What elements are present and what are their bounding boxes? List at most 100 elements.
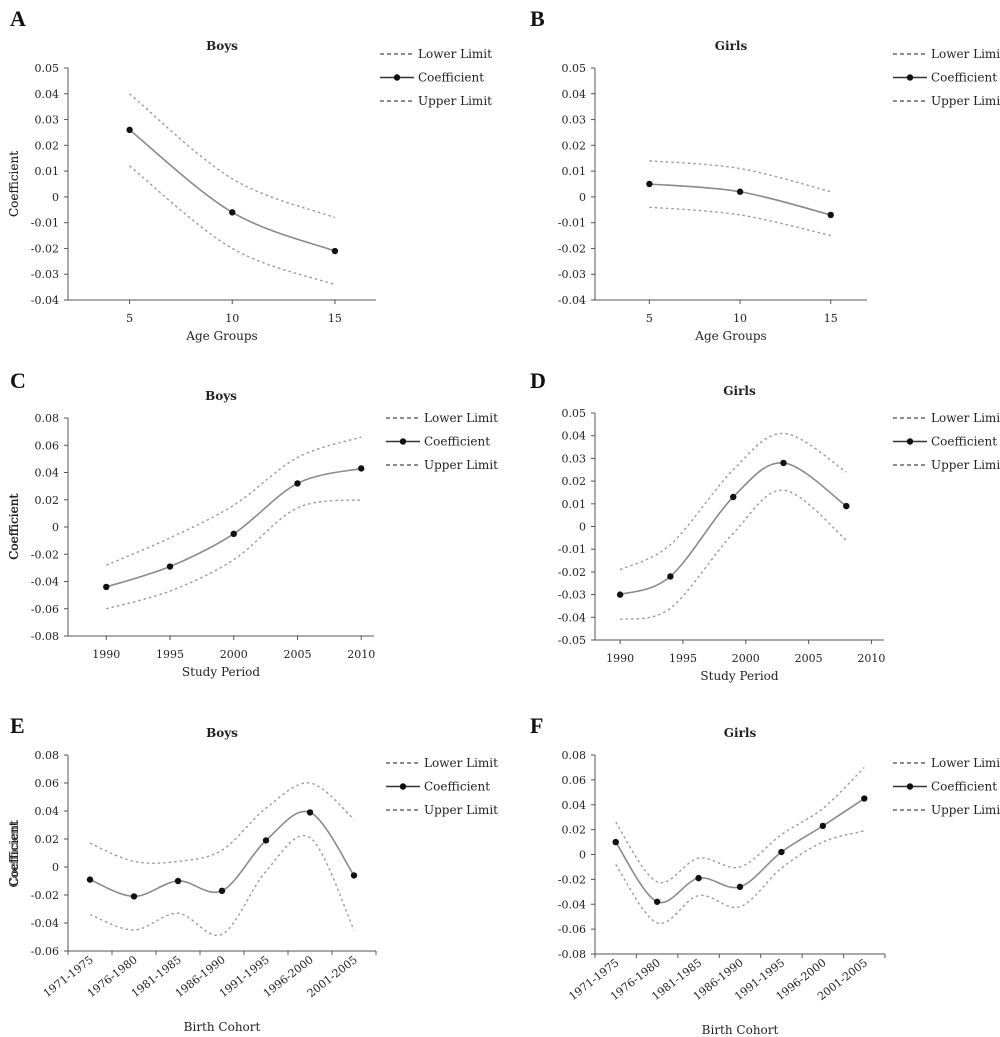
chart-title: Boys xyxy=(206,39,238,53)
coefficient-point xyxy=(331,247,339,255)
y-axis-label: Coefficient xyxy=(7,151,21,217)
y-tick-label: -0.01 xyxy=(558,217,586,230)
y-tick-label: 0.03 xyxy=(35,114,60,127)
y-tick-label: 0.04 xyxy=(35,805,60,818)
coefficient-point xyxy=(174,877,182,885)
legend-upper-label: Upper Limit xyxy=(424,803,498,817)
legend-coef-label: Coefficient xyxy=(931,435,997,449)
y-axis-label: Coefficient xyxy=(7,151,21,217)
legend: Lower Limit Coefficient Upper Limit xyxy=(893,756,1000,817)
legend-coef-label: Coefficient xyxy=(931,780,997,794)
x-tick-label: 1995 xyxy=(669,652,697,665)
y-tick-label: 0.08 xyxy=(35,412,60,425)
y-tick-label: 0.03 xyxy=(562,114,587,127)
y-tick-label: -0.01 xyxy=(558,543,586,556)
panel-letter: C xyxy=(10,368,26,393)
coefficient-point xyxy=(695,874,702,882)
coefficient-point xyxy=(262,837,270,844)
legend-coef-label: Coefficient xyxy=(424,435,490,449)
y-tick-label: 0.04 xyxy=(35,88,60,101)
y-tick-label: 0.06 xyxy=(35,439,60,452)
y-tick-label: 0.02 xyxy=(35,139,60,152)
chart-panel-c: C Boys 0.08 0.06 0.04 0.02 0 -0.02 -0.04 -0.06 -0.… xyxy=(7,368,498,679)
coefficient-point xyxy=(827,211,834,219)
y-tick-label: 0.02 xyxy=(35,494,60,507)
coefficient-point xyxy=(736,883,744,891)
y-axis-label: Coefficient xyxy=(7,820,21,886)
y-tick-label: -0.03 xyxy=(31,268,59,281)
x-tick-label: 5 xyxy=(646,312,653,325)
lower-limit-line xyxy=(89,834,355,937)
legend-lower-label: Lower Limit xyxy=(931,756,1000,770)
y-tick-label: -0.04 xyxy=(558,611,586,624)
x-tick-label: 2010 xyxy=(347,648,375,661)
legend-coefficient-marker xyxy=(906,438,914,445)
y-tick-label: -0.03 xyxy=(558,589,586,602)
legend-lower-label: Lower Limit xyxy=(418,47,492,61)
coefficient-point xyxy=(294,480,301,487)
coefficient-line xyxy=(619,462,847,596)
legend: Lower Limit Coefficient Upper Limit xyxy=(386,756,498,817)
y-tick-label: 0.01 xyxy=(35,165,60,178)
y-tick-label: -0.01 xyxy=(31,217,59,230)
chart-title: Girls xyxy=(723,384,756,398)
y-tick-label: 0 xyxy=(579,849,586,862)
y-axis-label: Coefficient xyxy=(7,494,21,560)
chart-panel-f: F Girls 0.08 0.06 0.04 0.02 0 -0.02 -0.04 -0.06 -0… xyxy=(7,713,1000,1037)
chart-panel-d: D Girls 0.05 0.04 0.03 0.02 0.01 0 -0.01 -0.02 -0.… xyxy=(7,368,1000,683)
coefficient-point xyxy=(166,563,174,570)
coefficient-line xyxy=(89,810,355,898)
legend: Lower Limit Coefficient Upper Limit xyxy=(893,411,1000,472)
x-tick-label: 10 xyxy=(225,312,239,325)
y-tick-label: 0.04 xyxy=(562,799,587,812)
y-tick-label: -0.04 xyxy=(558,898,586,911)
y-tick-label: 0.05 xyxy=(562,62,587,75)
y-tick-label: -0.02 xyxy=(558,566,586,579)
x-axis-label: Birth Cohort xyxy=(184,1020,261,1034)
legend-coefficient-marker xyxy=(399,438,407,445)
coefficient-point xyxy=(653,898,661,905)
x-axis-label: Birth Cohort xyxy=(702,1023,779,1037)
coefficient-point xyxy=(736,188,744,195)
y-tick-label: -0.02 xyxy=(558,242,586,255)
y-tick-label: 0.06 xyxy=(562,774,587,787)
coefficient-point xyxy=(780,459,787,467)
y-tick-label: 0 xyxy=(579,191,586,204)
legend-lower-label: Lower Limit xyxy=(424,756,498,770)
y-tick-label: 0.06 xyxy=(35,777,60,790)
coefficient-point xyxy=(126,126,133,134)
coefficient-point xyxy=(612,838,619,846)
y-tick-label: 0.03 xyxy=(562,452,587,465)
legend: Lower Limit Coefficient Upper Limit xyxy=(386,411,498,472)
lower-limit-line xyxy=(615,830,865,925)
x-axis-label: Study Period xyxy=(700,669,778,683)
coefficient-point xyxy=(646,180,653,188)
y-tick-label: -0.04 xyxy=(31,917,59,930)
y-tick-label: 0 xyxy=(52,861,59,874)
y-tick-label: 0.04 xyxy=(562,430,587,443)
upper-limit-line xyxy=(619,432,847,571)
chart-title: Boys xyxy=(206,726,238,740)
y-tick-label: 0.01 xyxy=(562,165,587,178)
x-tick-label: 10 xyxy=(733,312,747,325)
y-tick-label: -0.02 xyxy=(31,242,59,255)
x-axis-label: Study Period xyxy=(182,665,260,679)
y-tick-label: -0.02 xyxy=(31,889,59,902)
legend-coef-label: Coefficient xyxy=(418,71,484,85)
legend-coefficient-marker xyxy=(906,783,914,790)
legend-upper-label: Upper Limit xyxy=(931,94,1000,108)
panel-letter: B xyxy=(530,6,545,31)
coefficient-point xyxy=(358,465,365,472)
y-tick-label: -0.04 xyxy=(31,576,59,589)
legend-upper-label: Upper Limit xyxy=(424,458,498,472)
y-tick-label: 0.05 xyxy=(35,62,60,75)
y-tick-label: -0.08 xyxy=(558,948,586,961)
y-tick-label: -0.02 xyxy=(558,873,586,886)
coefficient-point xyxy=(861,795,868,802)
legend: Lower Limit Coefficient Upper Limit xyxy=(893,47,1000,108)
panel-letter: E xyxy=(10,713,25,738)
y-tick-label: -0.05 xyxy=(558,634,586,647)
lower-limit-line xyxy=(129,165,336,286)
x-tick-label: 1990 xyxy=(606,652,634,665)
